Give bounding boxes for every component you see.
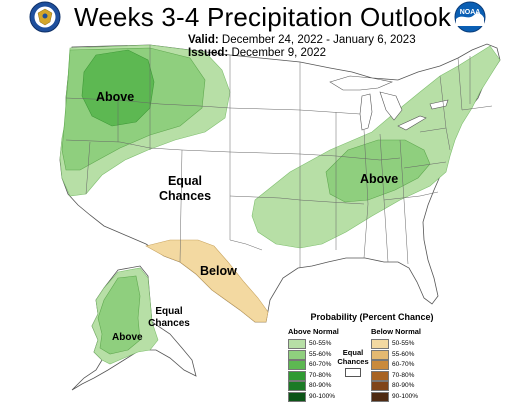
alaska-above-55-60: [97, 275, 141, 355]
valid-label: Valid:: [188, 34, 219, 46]
legend-equal-line1: Equal: [342, 348, 364, 357]
lake-erie: [397, 115, 427, 131]
legend-above-header: Above Normal: [288, 327, 339, 336]
legend-below-label: 50-55%: [392, 340, 415, 347]
legend-above-row: 50-55%: [288, 339, 332, 349]
label-below-south: Below: [200, 264, 237, 278]
legend-above-label: 60-70%: [309, 361, 332, 368]
legend-below-row: 80-90%: [371, 381, 415, 391]
legend-below-header: Below Normal: [371, 327, 422, 336]
legend-below-label: 70-80%: [392, 371, 415, 379]
legend-below-label: 90-100%: [392, 392, 419, 400]
nw-above-60-70: [81, 49, 155, 127]
valid-value: December 24, 2022 - January 6, 2023: [221, 34, 416, 46]
label-equal-chances-main: Equal Chances: [150, 174, 220, 204]
legend-below-label: 55-60%: [392, 350, 415, 358]
legend-above-label: 50-55%: [309, 340, 332, 347]
legend-above-swatch: [288, 381, 306, 391]
label-above-ohio-valley: Above: [360, 172, 399, 186]
legend-above-label: 70-80%: [309, 371, 332, 379]
legend-below-swatch: [371, 381, 389, 391]
state-borders: [65, 45, 493, 268]
legend-above-row: 90-100%: [288, 391, 336, 402]
lake-huron: [379, 91, 403, 121]
east-above-55-60: [325, 139, 431, 203]
south-below-50-55: [145, 239, 269, 323]
issued-value: December 9, 2022: [231, 47, 327, 59]
label-above-northwest: Above: [96, 90, 135, 104]
legend-below-label: 80-90%: [392, 382, 415, 389]
legend-above-swatch: [288, 370, 306, 381]
alaska-equal-line1: Equal: [155, 306, 183, 317]
valid-dates: Valid: December 24, 2022 - January 6, 20…: [188, 34, 416, 46]
legend-above-row: 60-70%: [288, 360, 332, 370]
legend-above-swatch: [288, 360, 306, 370]
legend-title: Probability (Percent Chance): [310, 312, 434, 322]
lake-ontario: [429, 99, 449, 110]
alaska-equal-line2: Chances: [148, 318, 190, 329]
equal-chances-line2: Chances: [158, 189, 212, 203]
legend-below-row: 50-55%: [371, 339, 415, 349]
issued-label: Issued:: [188, 47, 229, 59]
label-alaska-equal-chances: Equal Chances: [144, 306, 194, 330]
legend-below-swatch: [371, 370, 389, 381]
noaa-logo-icon: NOAA: [454, 1, 486, 33]
svg-text:NOAA: NOAA: [460, 9, 481, 16]
legend-below-swatch: [371, 349, 389, 360]
legend-equal-swatch: [345, 368, 361, 377]
legend-above-label: 80-90%: [309, 382, 332, 389]
legend-above-label: 90-100%: [309, 392, 336, 400]
legend-below-row: 55-60%: [371, 349, 415, 360]
legend-above-row: 80-90%: [288, 381, 332, 391]
legend-above-row: 70-80%: [288, 370, 332, 381]
legend-above-label: 55-60%: [309, 350, 332, 358]
legend-above-swatch: [288, 339, 306, 349]
legend-above-row: 55-60%: [288, 349, 332, 360]
legend-below-swatch: [371, 339, 389, 349]
legend-equal-chances: Equal Chances: [333, 348, 373, 366]
label-alaska-above: Above: [112, 332, 143, 343]
legend-below-swatch: [371, 391, 389, 402]
legend-below-row: 90-100%: [371, 391, 419, 402]
equal-chances-line1: Equal: [167, 174, 203, 188]
issued-date: Issued: December 9, 2022: [188, 47, 326, 59]
legend-below-swatch: [371, 360, 389, 370]
legend-below-label: 60-70%: [392, 361, 415, 368]
map-title: Weeks 3-4 Precipitation Outlook: [73, 2, 452, 32]
doc-seal-icon: [29, 1, 61, 33]
legend-above-swatch: [288, 391, 306, 402]
legend-below-row: 70-80%: [371, 370, 415, 381]
legend-below-row: 60-70%: [371, 360, 415, 370]
lake-superior: [329, 75, 394, 91]
legend-above-swatch: [288, 349, 306, 360]
legend-equal-line2: Chances: [337, 357, 369, 366]
